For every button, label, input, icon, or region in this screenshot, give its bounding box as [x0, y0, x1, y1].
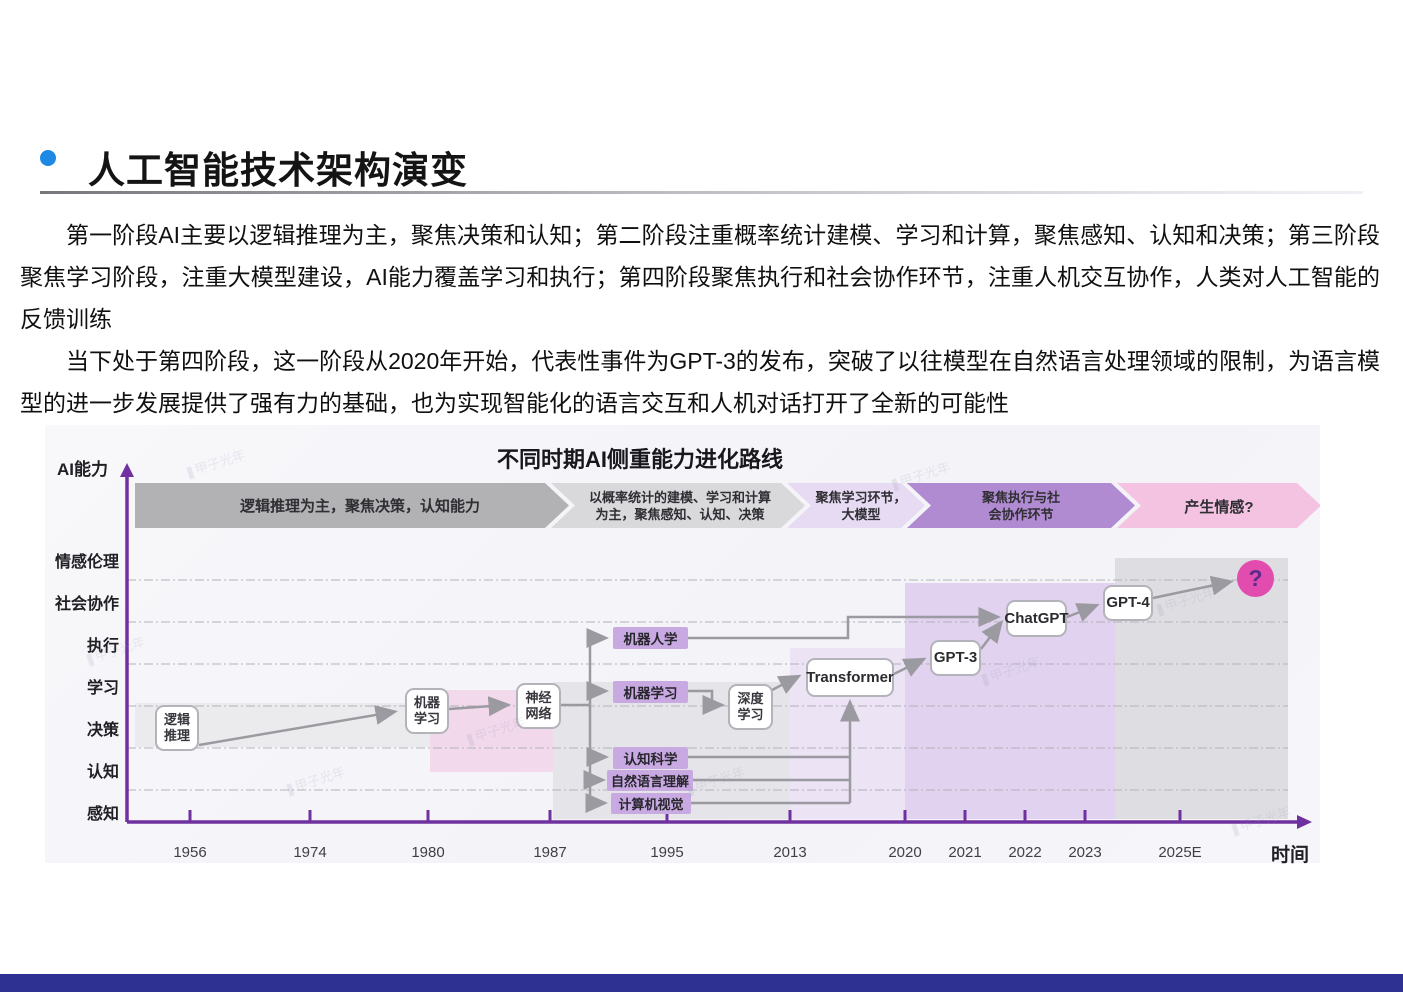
node-neural-network: 神经 网络 — [516, 683, 561, 729]
year-2021: 2021 — [948, 844, 982, 861]
pill-computer-vision: 计算机视觉 — [611, 793, 691, 814]
year-1974: 1974 — [293, 844, 327, 861]
node-future-question: ? — [1237, 560, 1274, 597]
node-chatgpt: ChatGPT — [1004, 600, 1069, 637]
bullet-ring-icon — [40, 150, 56, 166]
pill-robotics: 机器人学 — [613, 627, 688, 649]
year-1980: 1980 — [411, 844, 445, 861]
y-axis-arrowhead — [120, 463, 134, 477]
year-2020: 2020 — [888, 844, 922, 861]
year-2022: 2022 — [1008, 844, 1042, 861]
page-title: 人工智能技术架构演变 — [88, 150, 468, 191]
stage-label-4: 聚焦执行与社 会协作环节 — [981, 490, 1060, 522]
x-axis-label: 时间 — [1270, 845, 1309, 866]
body-text: 第一阶段AI主要以逻辑推理为主，聚焦决策和认知；第二阶段注重概率统计建模、学习和… — [20, 214, 1380, 424]
node-logic-reasoning: 逻辑 推理 — [155, 705, 199, 751]
stage-chevron-5 — [1117, 483, 1320, 528]
node-gpt4: GPT-4 — [1103, 585, 1153, 621]
stage-chevron-1 — [135, 483, 569, 528]
paragraph-2: 当下处于第四阶段，这一阶段从2020年开始，代表性事件为GPT-3的发布，突破了… — [20, 348, 1380, 416]
stage-chevron-2 — [551, 483, 805, 528]
stage-label-2: 以概率统计的建模、学习和计算 为主，聚焦感知、认知、决策 — [588, 490, 771, 522]
footer-bar — [0, 974, 1403, 992]
chart-title: 不同时期AI侧重能力进化路线 — [496, 447, 783, 472]
year-1995: 1995 — [650, 844, 684, 861]
node-deep-learning: 深度 学习 — [728, 684, 773, 730]
stage-label-5: 产生情感? — [1184, 499, 1254, 516]
row-label-cognition: 认知 — [86, 764, 119, 781]
stage-label-3: 聚焦学习环节， 大模型 — [815, 490, 907, 522]
axes — [125, 473, 1298, 824]
pill-cognitive-science: 认知科学 — [613, 747, 688, 769]
pill-machine-learning: 机器学习 — [613, 681, 688, 703]
year-1956: 1956 — [173, 844, 207, 861]
row-label-execution: 执行 — [86, 638, 119, 655]
paragraph-1: 第一阶段AI主要以逻辑推理为主，聚焦决策和认知；第二阶段注重概率统计建模、学习和… — [20, 222, 1380, 332]
title-divider — [40, 191, 1363, 194]
row-label-learning: 学习 — [86, 680, 119, 697]
row-label-decision: 决策 — [86, 722, 119, 739]
pill-nlu: 自然语言理解 — [607, 770, 693, 791]
node-transformer: Transformer — [806, 658, 894, 697]
year-2013: 2013 — [773, 844, 807, 861]
stage-label-1: 逻辑推理为主，聚焦决策，认知能力 — [239, 498, 480, 515]
node-machine-learning-box: 机器 学习 — [405, 688, 449, 734]
stage-chevron-3 — [787, 483, 925, 528]
y-axis-label: AI能力 — [57, 460, 108, 479]
year-2025e: 2025E — [1158, 844, 1202, 861]
stage-chevron-4 — [907, 483, 1135, 528]
year-2023: 2023 — [1068, 844, 1102, 861]
year-1987: 1987 — [533, 844, 567, 861]
row-label-perception: 感知 — [86, 806, 119, 823]
x-axis-arrowhead — [1297, 815, 1312, 829]
node-gpt3: GPT-3 — [930, 640, 981, 676]
row-label-emotion: 情感伦理 — [54, 554, 119, 571]
connector-lines — [198, 575, 1234, 813]
row-label-social: 社会协作 — [54, 596, 119, 613]
evolution-diagram: 不同时期AI侧重能力进化路线 AI能力 时间 情感伦理 社会协作 执行 学习 决… — [45, 425, 1320, 866]
